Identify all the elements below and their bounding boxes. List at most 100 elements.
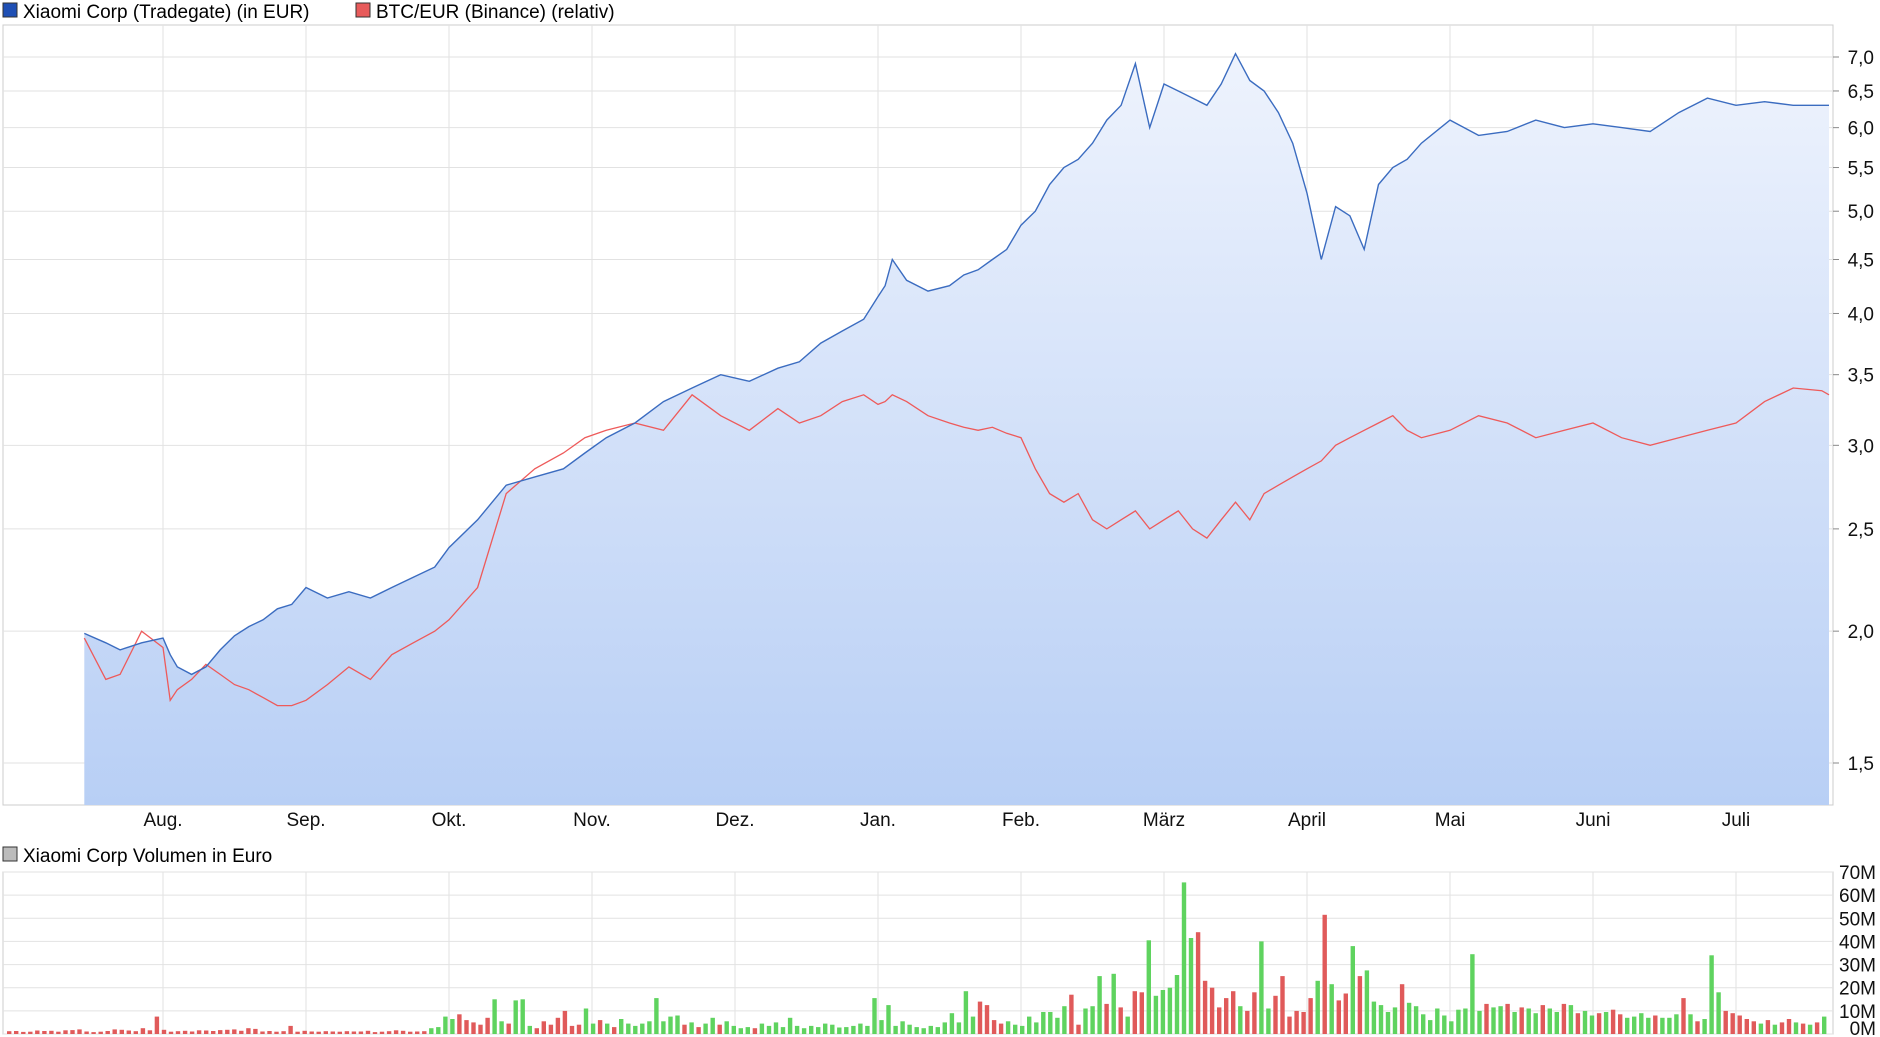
volume-bar xyxy=(161,1029,167,1034)
volume-bar xyxy=(1786,1019,1792,1034)
volume-bar xyxy=(703,1023,708,1034)
volume-bar xyxy=(1224,998,1229,1034)
volume-bar xyxy=(1181,882,1187,1034)
volume-bar xyxy=(1540,1005,1545,1034)
volume-bar xyxy=(1287,1016,1292,1034)
volume-bar xyxy=(1048,1012,1053,1034)
volume-bar xyxy=(977,1001,983,1034)
volume-bar xyxy=(1202,980,1208,1034)
legend-label-xiaomi: Xiaomi Corp (Tradegate) (in EUR) xyxy=(23,2,310,23)
volume-bar xyxy=(147,1030,153,1034)
volume-bar xyxy=(1329,984,1334,1034)
price-y-tick-label: 2,0 xyxy=(1848,622,1874,643)
price-y-tick-label: 6,0 xyxy=(1848,119,1874,140)
volume-bar xyxy=(1104,1003,1109,1034)
volume-bar xyxy=(534,1028,539,1034)
volume-bar xyxy=(597,1020,603,1034)
volume-bar xyxy=(1442,1015,1447,1034)
volume-bar xyxy=(56,1031,61,1034)
volume-bar xyxy=(1695,1021,1700,1034)
volume-bar xyxy=(576,1024,582,1034)
volume-bar xyxy=(232,1029,237,1034)
volume-bar xyxy=(323,1031,328,1034)
volume-y-tick-label: 0M xyxy=(1850,1019,1876,1037)
volume-bar xyxy=(710,1017,715,1034)
volume-bar xyxy=(330,1031,335,1034)
volume-bar xyxy=(1364,970,1370,1034)
volume-bar xyxy=(1238,1006,1243,1034)
volume-bar xyxy=(21,1031,26,1034)
price-x-tick-label: Juli xyxy=(1722,810,1751,831)
volume-bar xyxy=(189,1031,195,1034)
volume-bar xyxy=(809,1025,814,1034)
volume-bar xyxy=(1822,1016,1827,1034)
volume-bar xyxy=(1343,993,1348,1034)
volume-bar xyxy=(457,1014,462,1034)
volume-bar xyxy=(492,999,497,1034)
volume-bar xyxy=(1273,995,1278,1034)
volume-bar xyxy=(1055,1017,1060,1034)
volume-bar xyxy=(569,1025,575,1034)
volume-bar xyxy=(879,1020,884,1034)
volume-bar xyxy=(626,1023,631,1034)
volume-bar xyxy=(274,1031,279,1034)
volume-bar xyxy=(77,1029,82,1034)
volume-bar xyxy=(140,1028,146,1034)
volume-bar xyxy=(942,1022,947,1034)
volume-bar xyxy=(218,1030,223,1034)
volume-bar xyxy=(527,1025,532,1034)
volume-bar xyxy=(935,1027,940,1034)
volume-bar xyxy=(1083,1008,1088,1034)
volume-bar xyxy=(1111,973,1116,1034)
volume-bar xyxy=(717,1024,722,1034)
volume-bar xyxy=(253,1028,258,1034)
volume-bar xyxy=(1421,1014,1426,1034)
volume-bar xyxy=(1266,1008,1271,1034)
volume-bar xyxy=(1814,1022,1820,1034)
volume-bar xyxy=(1561,1003,1567,1034)
volume-bar xyxy=(1062,1006,1067,1034)
volume-bar xyxy=(872,998,877,1034)
price-y-tick-label: 4,5 xyxy=(1848,250,1874,271)
volume-bar xyxy=(1533,1013,1538,1034)
volume-bar xyxy=(1090,1006,1095,1034)
volume-bar xyxy=(1294,1010,1299,1034)
volume-bar xyxy=(84,1031,89,1034)
volume-bar xyxy=(520,999,525,1034)
volume-bar xyxy=(823,1023,828,1034)
volume-bar xyxy=(1625,1017,1630,1034)
volume-bar xyxy=(583,1008,589,1034)
volume-bar xyxy=(485,1017,490,1034)
volume-bar xyxy=(1779,1022,1785,1034)
volume-bar xyxy=(682,1024,687,1034)
price-x-tick-label: Juni xyxy=(1576,810,1611,831)
volume-bar xyxy=(119,1029,124,1034)
volume-bar xyxy=(1610,1009,1616,1034)
volume-bar xyxy=(422,1031,427,1034)
volume-bar xyxy=(590,1023,596,1034)
volume-bar xyxy=(1041,1012,1046,1034)
volume-bar xyxy=(35,1030,40,1034)
price-x-tick-label: Aug. xyxy=(143,810,182,831)
volume-bar xyxy=(1512,1012,1517,1034)
volume-bar xyxy=(970,1016,976,1034)
price-x-tick-label: Mai xyxy=(1435,810,1466,831)
volume-bar xyxy=(1751,1021,1756,1034)
volume-bar xyxy=(302,1030,307,1034)
volume-bar xyxy=(1195,932,1201,1034)
volume-bar xyxy=(1209,987,1215,1034)
volume-bar xyxy=(1392,1007,1398,1034)
volume-bar xyxy=(1252,992,1257,1034)
volume-bar xyxy=(1758,1023,1764,1034)
volume-bar xyxy=(1653,1015,1658,1034)
volume-bar xyxy=(1667,1017,1672,1034)
price-x-tick-label: Jan. xyxy=(860,810,896,831)
volume-bar xyxy=(126,1030,131,1034)
volume-bar xyxy=(548,1024,554,1034)
price-y-tick-label: 6,5 xyxy=(1848,82,1874,103)
price-x-tick-label: April xyxy=(1288,810,1326,831)
xiaomi-price-area xyxy=(84,53,1829,805)
volume-bar xyxy=(1160,990,1166,1034)
volume-bar xyxy=(780,1027,786,1034)
volume-bar xyxy=(1568,1005,1574,1034)
